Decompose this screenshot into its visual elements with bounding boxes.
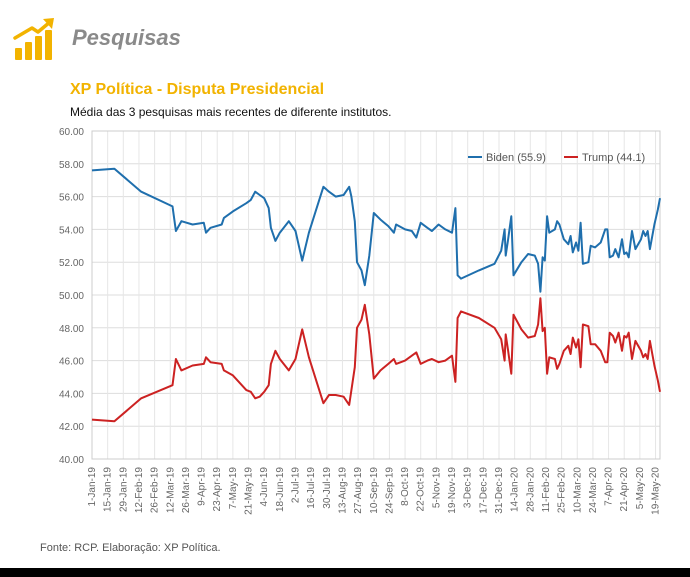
x-tick-label: 12-Mar-19 (165, 467, 176, 514)
x-tick-label: 2-Jul-19 (290, 467, 301, 504)
y-tick-label: 52.00 (59, 258, 84, 269)
x-tick-label: 7-May-19 (228, 467, 239, 510)
x-tick-label: 26-Mar-19 (181, 467, 192, 514)
x-tick-label: 1-Jan-19 (87, 467, 98, 507)
chart-title: XP Política - Disputa Presidencial (70, 81, 325, 98)
y-tick-label: 42.00 (59, 422, 84, 433)
header: Pesquisas (12, 14, 181, 62)
legend-label-trump: Trump (44.1) (582, 152, 645, 164)
bottom-bar (0, 568, 690, 577)
x-tick-label: 28-Jan-20 (525, 467, 536, 512)
x-tick-label: 21-May-19 (244, 467, 255, 515)
series-line-trump (91, 297, 661, 423)
x-axis: 1-Jan-19 15-Jan-19 29-Jan-19 12-Feb-19 26-Fe… (87, 467, 662, 515)
y-tick-label: 58.00 (59, 160, 84, 171)
bar-chart-growth-icon (13, 18, 54, 60)
x-tick-label: 9-Apr-19 (197, 467, 208, 506)
y-tick-label: 48.00 (59, 324, 84, 335)
x-tick-label: 31-Dec-19 (494, 467, 505, 514)
x-tick-label: 19-May-20 (651, 467, 662, 515)
x-tick-label: 14-Jan-20 (510, 467, 521, 512)
x-tick-label: 24-Mar-20 (588, 467, 599, 514)
x-tick-label: 18-Jun-19 (275, 467, 286, 512)
x-tick-label: 23-Apr-19 (212, 467, 223, 512)
y-tick-label: 60.00 (59, 127, 84, 138)
x-tick-label: 30-Jul-19 (322, 467, 333, 509)
plot-border (91, 130, 661, 460)
source-note: Fonte: RCP. Elaboração: XP Política. (40, 542, 221, 554)
x-tick-label: 5-May-20 (635, 467, 646, 510)
y-tick-label: 54.00 (59, 225, 84, 236)
series-line-biden (91, 167, 661, 293)
x-tick-label: 25-Feb-20 (557, 467, 568, 514)
x-tick-label: 29-Jan-19 (118, 467, 129, 512)
chart-legend: Biden (55.9) Trump (44.1) (468, 152, 645, 164)
y-tick-label: 40.00 (59, 455, 84, 466)
x-tick-label: 21-Apr-20 (619, 467, 630, 512)
x-tick-label: 13-Aug-19 (337, 467, 348, 514)
x-tick-label: 15-Jan-19 (103, 467, 114, 512)
y-axis: 40.00 42.00 44.00 46.00 48.00 50.00 52.00 54.00… (59, 127, 84, 466)
x-tick-label: 12-Feb-19 (134, 467, 145, 514)
x-tick-label: 16-Jul-19 (306, 467, 317, 509)
x-tick-label: 11-Feb-20 (541, 467, 552, 513)
x-tick-label: 10-Sep-19 (369, 467, 380, 514)
x-tick-label: 7-Apr-20 (604, 467, 615, 506)
x-tick-label: 5-Nov-19 (431, 467, 442, 509)
x-tick-label: 26-Feb-19 (150, 467, 161, 514)
y-tick-label: 50.00 (59, 291, 84, 302)
x-tick-label: 3-Dec-19 (463, 467, 474, 509)
x-tick-label: 17-Dec-19 (478, 467, 489, 514)
x-tick-label: 27-Aug-19 (353, 467, 364, 514)
x-tick-label: 10-Mar-20 (572, 467, 583, 514)
x-tick-label: 24-Sep-19 (384, 467, 395, 514)
x-tick-label: 4-Jun-19 (259, 467, 270, 507)
x-tick-label: 22-Oct-19 (416, 467, 427, 512)
chart-subtitle: Média das 3 pesquisas mais recentes de d… (70, 105, 392, 119)
page-title: Pesquisas (72, 25, 181, 50)
x-tick-label: 8-Oct-19 (400, 467, 411, 506)
chart-grid (91, 130, 661, 460)
x-tick-label: 19-Nov-19 (447, 467, 458, 514)
y-tick-label: 44.00 (59, 389, 84, 400)
y-tick-label: 56.00 (59, 193, 84, 204)
line-chart: 40.00 42.00 44.00 46.00 48.00 50.00 52.00 54.00… (59, 127, 662, 515)
y-tick-label: 46.00 (59, 357, 84, 368)
legend-label-biden: Biden (55.9) (486, 152, 546, 164)
chart-series (91, 167, 661, 423)
